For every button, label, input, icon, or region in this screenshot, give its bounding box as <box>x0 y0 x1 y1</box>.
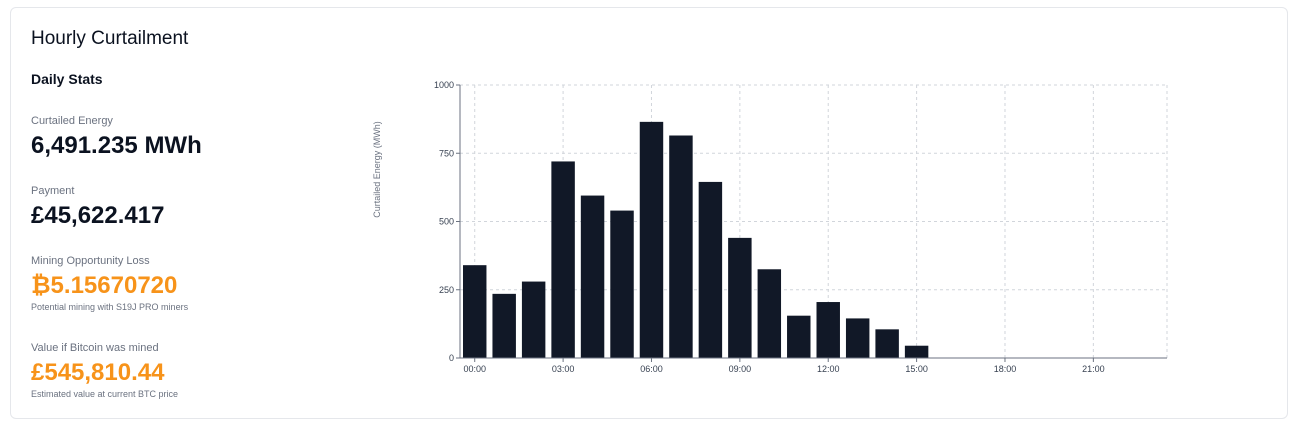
mining-opportunity-loss-note: Potential mining with S19J PRO miners <box>31 302 189 312</box>
mining-opportunity-loss-stat: Mining Opportunity Loss ₿5.15670720 Pote… <box>31 255 188 313</box>
payment-stat: Payment £45,622.417 <box>31 185 164 231</box>
x-tick-label: 09:00 <box>729 364 752 374</box>
bar-1500 <box>904 345 929 358</box>
bar-0600 <box>639 121 664 358</box>
bar-0100 <box>492 293 516 358</box>
y-tick-label: 250 <box>439 285 454 295</box>
x-tick-label: 12:00 <box>817 364 840 374</box>
bar-0700 <box>669 135 693 358</box>
bar-1400 <box>875 329 899 358</box>
bar-1300 <box>845 318 870 358</box>
y-tick-label: 1000 <box>434 80 454 90</box>
bitcoin-value-value: £545,810.44 <box>31 359 165 386</box>
bitcoin-value-note: Estimated value at current BTC price <box>31 389 179 399</box>
bar-1000 <box>757 269 782 358</box>
bar-0900 <box>728 237 752 358</box>
x-tick-label: 15:00 <box>905 364 928 374</box>
payment-label: Payment <box>31 185 75 197</box>
card-title: Hourly Curtailment <box>31 28 189 49</box>
daily-stats-heading: Daily Stats <box>31 71 103 87</box>
x-tick-label: 03:00 <box>552 364 575 374</box>
x-tick-label: 18:00 <box>994 364 1017 374</box>
bar-0000 <box>463 265 487 358</box>
y-tick-label: 750 <box>439 148 454 158</box>
y-tick-label: 0 <box>449 353 454 363</box>
payment-value: £45,622.417 <box>31 202 165 229</box>
y-tick-label: 500 <box>439 217 454 227</box>
x-tick-label: 06:00 <box>640 364 663 374</box>
curtailed-energy-label: Curtailed Energy <box>31 115 113 127</box>
x-tick-label: 00:00 <box>463 364 486 374</box>
bar-1100 <box>787 315 811 358</box>
bar-0300 <box>551 161 575 358</box>
bar-0500 <box>610 210 634 358</box>
bitcoin-value-stat: Value if Bitcoin was mined £545,810.44 E… <box>31 342 178 400</box>
daily-stats-panel: Daily Stats Curtailed Energy 6,491.235 M… <box>31 71 361 399</box>
bar-0200 <box>521 281 546 358</box>
bar-0400 <box>580 195 605 358</box>
x-tick-label: 21:00 <box>1082 364 1105 374</box>
mining-opportunity-loss-value: ₿5.15670720 <box>31 272 178 299</box>
mining-opportunity-loss-label: Mining Opportunity Loss <box>31 255 150 267</box>
y-axis-label: Curtailed Energy (MWh) <box>372 121 382 218</box>
bar-1200 <box>816 302 840 358</box>
curtailed-energy-stat: Curtailed Energy 6,491.235 MWh <box>31 115 202 161</box>
bar-0800 <box>698 181 723 358</box>
bitcoin-value-label: Value if Bitcoin was mined <box>31 342 159 354</box>
curtailed-energy-value: 6,491.235 MWh <box>31 132 202 159</box>
